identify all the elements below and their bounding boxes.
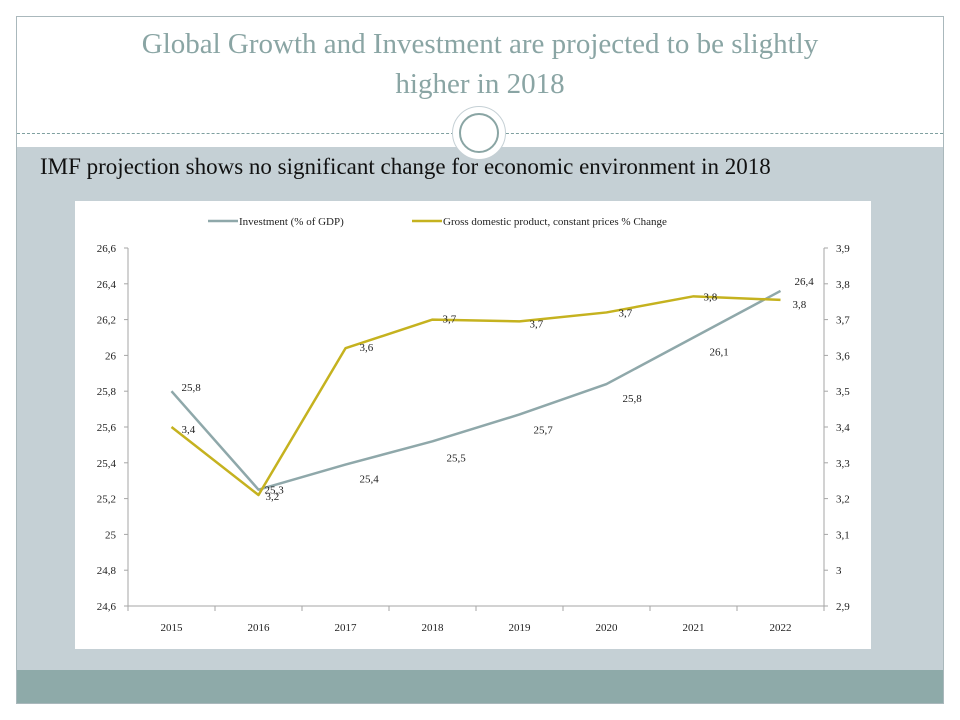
circle-ornament-inner bbox=[459, 113, 499, 153]
right-tick-label: 3,5 bbox=[836, 386, 850, 398]
left-tick-label: 25,6 bbox=[97, 422, 117, 434]
right-tick-label: 3,9 bbox=[836, 243, 850, 255]
gdp-data-label: 3,2 bbox=[266, 491, 280, 503]
right-tick-label: 3,3 bbox=[836, 458, 850, 470]
title-line-1: Global Growth and Investment are project… bbox=[141, 28, 819, 60]
x-tick-label: 2015 bbox=[161, 622, 184, 634]
left-tick-label: 25,4 bbox=[97, 458, 117, 470]
left-tick-label: 25,2 bbox=[97, 494, 116, 506]
right-tick-label: 3,4 bbox=[836, 422, 850, 434]
gdp-data-label: 3,7 bbox=[443, 314, 457, 326]
left-tick-label: 26 bbox=[105, 350, 117, 362]
x-tick-label: 2021 bbox=[683, 622, 705, 634]
legend-label-investment: Investment (% of GDP) bbox=[239, 216, 344, 228]
chart-area: 26,6 26,4 26,2 26 25,8 25,6 25,4 25,2 25 24,8 24,6… bbox=[75, 201, 871, 649]
right-tick-label: 3,6 bbox=[836, 350, 850, 362]
investment-data-label: 25,5 bbox=[447, 452, 467, 464]
left-tick-label: 25 bbox=[105, 529, 117, 541]
gdp-data-label: 3,8 bbox=[704, 291, 718, 303]
x-tick-label: 2017 bbox=[335, 622, 358, 634]
investment-data-label: 26,1 bbox=[710, 347, 729, 359]
left-tick-label: 25,8 bbox=[97, 386, 117, 398]
gdp-data-label: 3,8 bbox=[793, 299, 807, 311]
investment-series-line bbox=[170, 289, 782, 491]
slide-subtitle: IMF projection shows no significant chan… bbox=[40, 154, 771, 179]
left-tick-label: 26,6 bbox=[97, 243, 117, 255]
gdp-data-label: 3,4 bbox=[182, 424, 196, 436]
investment-data-label: 25,8 bbox=[623, 393, 643, 405]
left-tick-label: 24,6 bbox=[97, 601, 117, 613]
left-tick-label: 24,8 bbox=[97, 565, 117, 577]
right-tick-label: 3,1 bbox=[836, 529, 850, 541]
investment-data-label: 25,8 bbox=[182, 382, 202, 394]
slide-title: Global Growth and Investment are project… bbox=[16, 24, 944, 104]
left-tick-label: 26,4 bbox=[97, 279, 117, 291]
x-tick-label: 2020 bbox=[596, 622, 619, 634]
gdp-series-line bbox=[170, 295, 781, 497]
right-tick-label: 3,2 bbox=[836, 494, 850, 506]
right-tick-label: 3,7 bbox=[836, 315, 850, 327]
x-tick-label: 2019 bbox=[509, 622, 532, 634]
investment-data-label: 25,4 bbox=[360, 474, 380, 486]
right-tick-label: 2,9 bbox=[836, 601, 850, 613]
investment-data-label: 25,7 bbox=[534, 424, 554, 436]
right-tick-label: 3,8 bbox=[836, 279, 850, 291]
title-line-2: higher in 2018 bbox=[395, 68, 565, 100]
gdp-data-label: 3,7 bbox=[619, 307, 633, 319]
investment-data-label: 26,4 bbox=[795, 276, 815, 288]
line-chart: 26,6 26,4 26,2 26 25,8 25,6 25,4 25,2 25 24,8 24,6… bbox=[97, 216, 851, 634]
right-tick-label: 3 bbox=[836, 565, 842, 577]
legend-label-gdp: Gross domestic product, constant prices … bbox=[443, 216, 667, 228]
gdp-data-label: 3,6 bbox=[360, 342, 374, 354]
gdp-data-label: 3,7 bbox=[530, 318, 544, 330]
x-tick-label: 2022 bbox=[770, 622, 792, 634]
x-tick-label: 2018 bbox=[422, 622, 445, 634]
x-tick-label: 2016 bbox=[248, 622, 271, 634]
left-tick-label: 26,2 bbox=[97, 315, 116, 327]
investment-data-label: 25,3 bbox=[265, 485, 285, 497]
footer-band bbox=[17, 670, 943, 703]
